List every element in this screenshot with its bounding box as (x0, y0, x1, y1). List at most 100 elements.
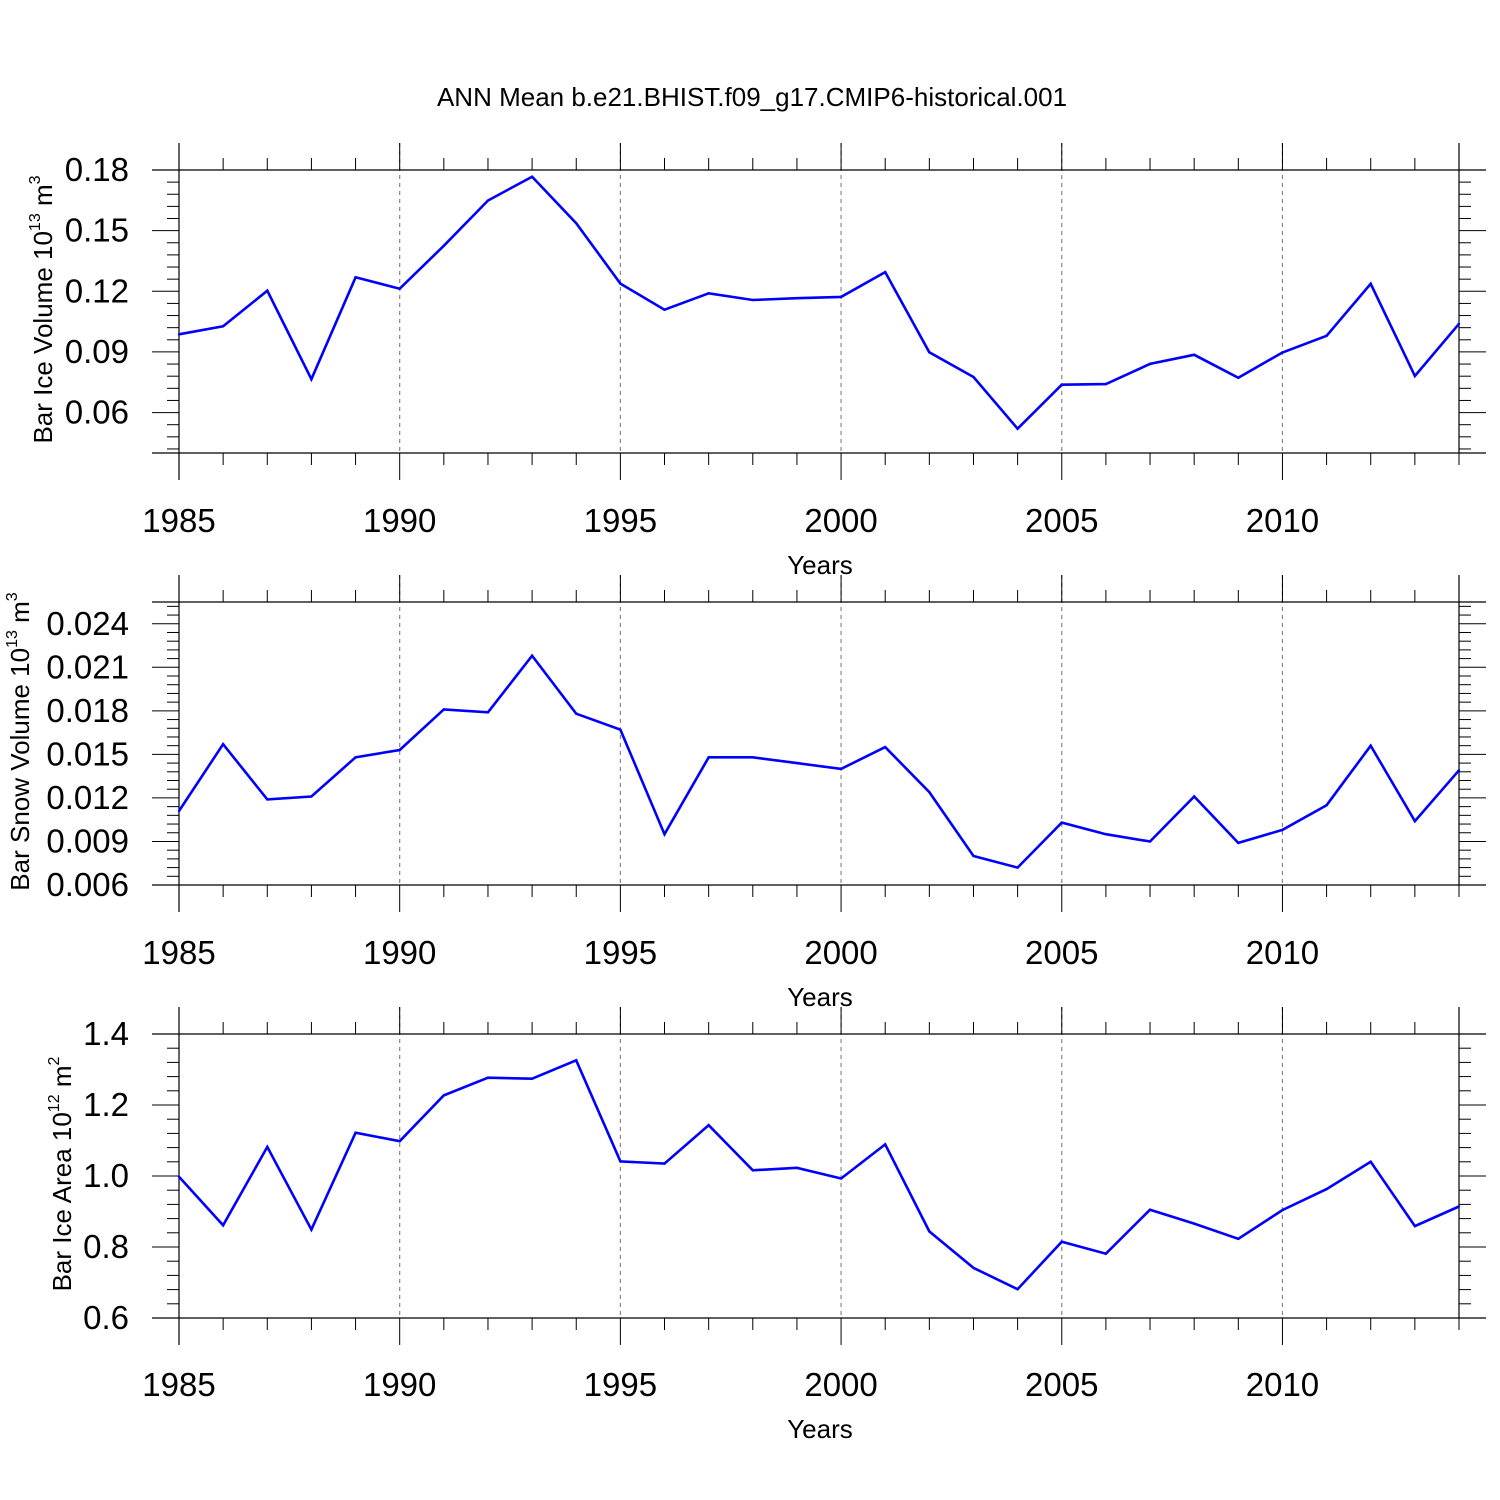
y-tick-label: 0.024 (46, 605, 129, 642)
data-point (1325, 1187, 1328, 1191)
data-point (1104, 833, 1108, 836)
y-axis-title: Bar Ice Volume 1013 m3 (27, 175, 58, 443)
x-tick-label: 1990 (363, 934, 436, 971)
x-axis-title: Years (787, 1414, 853, 1444)
data-point (486, 711, 490, 714)
x-tick-label: 2005 (1025, 502, 1098, 539)
data-point (972, 1266, 975, 1270)
y-tick-label: 1.4 (83, 1015, 129, 1052)
data-point (1060, 821, 1063, 824)
panel-ice-volume: 0.06 0.09 0.12 0.15 0.18 1985 1990 1995 2000 2005… (27, 143, 1486, 580)
data-point (1237, 376, 1240, 380)
x-tick-label: 1985 (142, 934, 215, 971)
data-point (530, 175, 534, 178)
data-point (795, 1166, 799, 1170)
panel-ice-area: 0.6 0.8 1.0 1.2 1.4 1985 1990 1995 2000 2005 2010 Y… (46, 1007, 1486, 1444)
data-point (707, 292, 710, 295)
data-point (266, 798, 269, 801)
data-point (1148, 1208, 1152, 1211)
data-point (795, 296, 799, 300)
series-line (178, 1058, 1460, 1291)
data-point (1369, 1160, 1372, 1164)
data-point (972, 854, 975, 858)
y-tick-label: 0.015 (46, 735, 129, 772)
series-line (177, 653, 1460, 870)
y-tick-label: 0.8 (83, 1228, 129, 1265)
x-tick-label: 1990 (363, 1366, 436, 1403)
data-point (619, 282, 622, 285)
data-point (619, 728, 622, 731)
data-point (1192, 1222, 1196, 1225)
x-tick-label: 2005 (1025, 934, 1098, 971)
data-point (354, 1131, 357, 1134)
data-point (266, 1145, 269, 1149)
data-point (839, 295, 843, 299)
data-point (1060, 1240, 1063, 1243)
data-point (1413, 374, 1417, 378)
y-tick-label: 0.018 (46, 692, 129, 729)
data-point (1148, 840, 1152, 843)
x-tick-label: 2000 (804, 502, 877, 539)
data-point (221, 325, 225, 328)
data-point (442, 1094, 446, 1097)
data-point (928, 790, 931, 794)
data-point (1457, 322, 1461, 326)
x-tick-label: 2000 (804, 934, 877, 971)
data-point (751, 1169, 754, 1172)
data-point (310, 1228, 313, 1231)
data-point (1060, 383, 1063, 386)
x-tick-label: 2010 (1246, 934, 1319, 971)
data-point (266, 289, 269, 292)
x-tick-label: 2005 (1025, 1366, 1098, 1403)
x-tick-label: 2010 (1246, 502, 1319, 539)
data-point (1192, 353, 1196, 356)
data-point (839, 1177, 843, 1180)
data-point (751, 298, 754, 302)
data-point (575, 1059, 578, 1062)
data-point (1281, 828, 1284, 832)
data-point (354, 276, 357, 279)
data-point (751, 756, 754, 759)
data-point (884, 1143, 887, 1146)
data-point (1237, 841, 1240, 845)
y-tick-label: 0.006 (46, 866, 129, 903)
data-point (619, 1160, 622, 1163)
data-point (707, 1124, 710, 1127)
data-point (1148, 362, 1152, 366)
data-point (530, 1077, 534, 1080)
y-axis-title: Bar Ice Area 1012 m2 (46, 1056, 77, 1291)
data-point (1104, 1252, 1108, 1255)
data-point (1281, 1208, 1284, 1212)
data-point (1237, 1237, 1240, 1241)
data-point (663, 308, 666, 311)
data-point (530, 654, 534, 657)
series-line (178, 175, 1460, 431)
y-tick-label: 1.2 (83, 1086, 129, 1123)
x-axis-title: Years (787, 982, 853, 1012)
data-point (221, 1224, 225, 1227)
data-point (884, 745, 887, 749)
x-tick-label: 2000 (804, 1366, 877, 1403)
y-tick-label: 0.09 (65, 333, 129, 370)
data-point (1413, 819, 1417, 823)
x-tick-label: 1995 (584, 502, 657, 539)
panel-snow-volume: 0.006 0.009 0.012 0.015 0.018 0.021 0.024 1985 1… (4, 575, 1486, 1012)
data-point (1457, 1205, 1461, 1208)
data-point (928, 351, 931, 354)
data-point (1325, 334, 1328, 337)
data-point (442, 244, 446, 248)
data-point (1457, 769, 1461, 772)
data-point (1413, 1224, 1417, 1228)
data-point (177, 809, 181, 813)
x-tick-label: 1985 (142, 1366, 215, 1403)
data-point (972, 375, 975, 379)
x-tick-label: 1985 (142, 502, 215, 539)
data-point (398, 1140, 401, 1143)
figure-title: ANN Mean b.e21.BHIST.f09_g17.CMIP6-histo… (437, 82, 1067, 112)
y-axis-title: Bar Snow Volume 1013 m3 (4, 592, 35, 891)
data-point (398, 287, 401, 290)
data-point (1369, 282, 1372, 286)
y-tick-label: 0.12 (65, 272, 129, 309)
y-tick-label: 1.0 (83, 1157, 129, 1194)
